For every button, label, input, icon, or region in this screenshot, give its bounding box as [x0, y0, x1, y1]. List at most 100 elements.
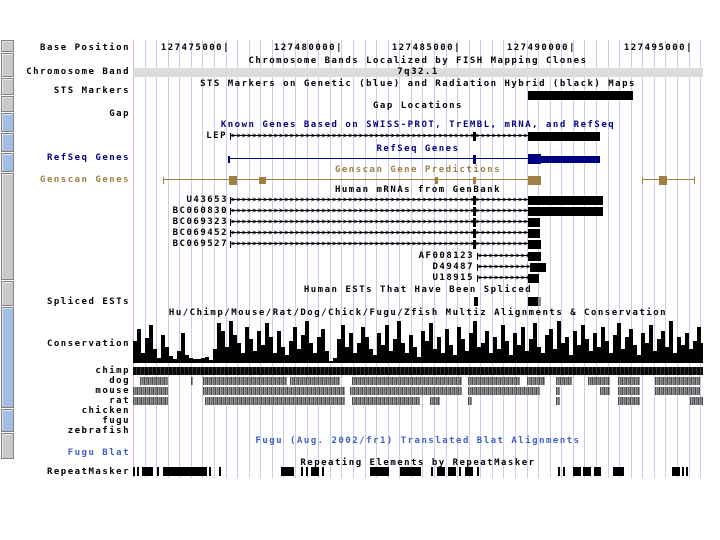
- mrna-exon-tick[interactable]: [473, 218, 476, 227]
- mrna-exon-tick[interactable]: [230, 208, 231, 215]
- mrna-label[interactable]: AF008123: [418, 251, 474, 261]
- mrna-arrow-line[interactable]: >>>>>>>>>>>>>>>>>>>>>>>>>>>>>>>>>>>>>>>>…: [231, 195, 528, 204]
- genscan-gene-1-exon-tick[interactable]: [435, 177, 438, 184]
- mrna-exon-box[interactable]: [528, 240, 541, 249]
- conservation-histogram[interactable]: [133, 320, 703, 363]
- mrna-label[interactable]: BC069323: [172, 217, 228, 227]
- mrna-exon-box[interactable]: [530, 263, 546, 272]
- repeat-element: [301, 467, 303, 476]
- track-resize-button[interactable]: [1, 433, 14, 459]
- track-label-rat[interactable]: rat: [109, 396, 130, 406]
- track-label-fugu[interactable]: fugu: [102, 416, 130, 426]
- refseq-gene-exon-box[interactable]: [541, 156, 600, 163]
- mrna-exon-tick[interactable]: [230, 197, 231, 204]
- mrna-label[interactable]: U18915: [432, 273, 474, 283]
- track-label-gap[interactable]: Gap: [109, 109, 130, 119]
- known-gene-lep-exon-box[interactable]: [528, 132, 600, 141]
- mrna-exon-box[interactable]: [528, 196, 603, 205]
- mrna-exon-box[interactable]: [528, 229, 540, 238]
- guideline: [411, 40, 412, 478]
- genscan-gene-1-exon-box[interactable]: [259, 177, 266, 184]
- track-resize-button[interactable]: [1, 281, 14, 306]
- known-gene-lep-label[interactable]: LEP: [206, 131, 227, 141]
- mrna-arrow-line[interactable]: >>>>>>>>>>>: [478, 273, 528, 282]
- genscan-gene-1-line[interactable]: [163, 179, 528, 180]
- refseq-gene-line[interactable]: [228, 158, 528, 159]
- mrna-arrow-line[interactable]: >>>>>>>>>>>: [478, 251, 528, 260]
- mrna-exon-tick[interactable]: [477, 253, 478, 260]
- conservation-bar: [521, 327, 525, 363]
- mrna-exon-tick[interactable]: [230, 230, 231, 237]
- track-label-zebrafish[interactable]: zebrafish: [67, 426, 130, 436]
- guideline: [480, 40, 481, 478]
- track-label-chromosome-band[interactable]: Chromosome Band: [26, 67, 130, 77]
- track-resize-button[interactable]: [1, 113, 14, 132]
- mrna-label[interactable]: BC060830: [172, 206, 228, 216]
- track-label-dog[interactable]: dog: [109, 376, 130, 386]
- mrna-arrow-line[interactable]: >>>>>>>>>>>>>>>>>>>>>>>>>>>>>>>>>>>>>>>>…: [231, 217, 528, 226]
- mrna-exon-box[interactable]: [528, 274, 539, 283]
- track-resize-button[interactable]: [1, 153, 14, 172]
- mrna-label[interactable]: BC069527: [172, 239, 228, 249]
- mrna-exon-tick[interactable]: [473, 240, 476, 249]
- track-label-repeatmasker[interactable]: RepeatMasker: [46, 467, 130, 477]
- mrna-exon-box[interactable]: [528, 252, 541, 261]
- mrna-exon-tick[interactable]: [473, 196, 476, 205]
- known-gene-lep-exon-tick[interactable]: [473, 132, 476, 141]
- track-resize-button[interactable]: [1, 78, 14, 95]
- track-resize-button[interactable]: [1, 409, 14, 432]
- track-label-genscan-genes[interactable]: Genscan Genes: [40, 175, 130, 185]
- mrna-exon-box[interactable]: [528, 207, 603, 216]
- track-label-base-position[interactable]: Base Position: [40, 43, 130, 53]
- guideline: [492, 40, 493, 478]
- genscan-gene-2-exon-tick[interactable]: [694, 177, 695, 184]
- conservation-bar: [649, 325, 653, 363]
- mrna-label[interactable]: D49487: [432, 262, 474, 272]
- mrna-exon-tick[interactable]: [477, 264, 478, 271]
- track-label-chicken[interactable]: chicken: [81, 406, 130, 416]
- mrna-label[interactable]: U43653: [186, 195, 228, 205]
- mrna-label[interactable]: BC069452: [172, 228, 228, 238]
- mrna-exon-tick[interactable]: [473, 207, 476, 216]
- genscan-gene-2-exon-tick[interactable]: [642, 177, 643, 184]
- track-resize-button[interactable]: [1, 173, 14, 280]
- mrna-arrow-line[interactable]: >>>>>>>>>>>>>>>>>>>>>>>>>>>>>>>>>>>>>>>>…: [231, 206, 528, 215]
- refseq-gene-exon-tick[interactable]: [228, 156, 230, 163]
- spliced-est-exon-box[interactable]: [538, 297, 541, 306]
- track-label-mouse[interactable]: mouse: [95, 386, 130, 396]
- track-resize-button[interactable]: [1, 40, 14, 52]
- track-resize-button[interactable]: [1, 96, 14, 112]
- refseq-gene-exon-box[interactable]: [528, 154, 541, 164]
- genscan-gene-2-line[interactable]: [642, 179, 694, 180]
- mrna-arrow-line[interactable]: >>>>>>>>>>>>>>>>>>>>>>>>>>>>>>>>>>>>>>>>…: [231, 239, 528, 248]
- guideline: [272, 40, 273, 478]
- track-label-fugu-blat[interactable]: Fugu Blat: [67, 448, 130, 458]
- genscan-gene-1-exon-box[interactable]: [229, 176, 237, 185]
- chromosome-band-track[interactable]: 7q32.1: [133, 68, 703, 77]
- track-label-chimp[interactable]: chimp: [95, 366, 130, 376]
- mrna-exon-box[interactable]: [528, 218, 540, 227]
- mrna-exon-tick[interactable]: [230, 219, 231, 226]
- refseq-gene-exon-tick[interactable]: [473, 155, 476, 164]
- known-gene-lep-exon-tick[interactable]: [230, 133, 231, 140]
- track-resize-button[interactable]: [1, 53, 14, 77]
- genscan-gene-1-exon-tick[interactable]: [473, 177, 476, 184]
- track-label-sts-markers[interactable]: STS Markers: [53, 86, 130, 96]
- known-gene-lep-arrow-line[interactable]: >>>>>>>>>>>>>>>>>>>>>>>>>>>>>>>>>>>>>>>>…: [231, 131, 528, 140]
- mrna-exon-tick[interactable]: [230, 241, 231, 248]
- mrna-exon-tick[interactable]: [477, 275, 478, 282]
- track-resize-button[interactable]: [1, 307, 14, 408]
- genscan-gene-1-exon-tick[interactable]: [163, 177, 164, 184]
- track-label-spliced-ests[interactable]: Spliced ESTs: [46, 297, 130, 307]
- mrna-exon-tick[interactable]: [473, 229, 476, 238]
- genscan-gene-1-exon-box[interactable]: [528, 176, 541, 185]
- mrna-arrow-line[interactable]: >>>>>>>>>>>: [478, 262, 530, 271]
- spliced-est-exon-tick[interactable]: [474, 297, 478, 306]
- spliced-est-exon-box[interactable]: [528, 297, 538, 306]
- track-resize-button[interactable]: [1, 133, 14, 152]
- sts-marker-exon-box[interactable]: [528, 91, 633, 100]
- genscan-gene-2-exon-box[interactable]: [659, 176, 667, 185]
- track-label-conservation[interactable]: Conservation: [46, 339, 130, 349]
- mrna-arrow-line[interactable]: >>>>>>>>>>>>>>>>>>>>>>>>>>>>>>>>>>>>>>>>…: [231, 228, 528, 237]
- track-label-refseq-genes[interactable]: RefSeq Genes: [46, 153, 130, 163]
